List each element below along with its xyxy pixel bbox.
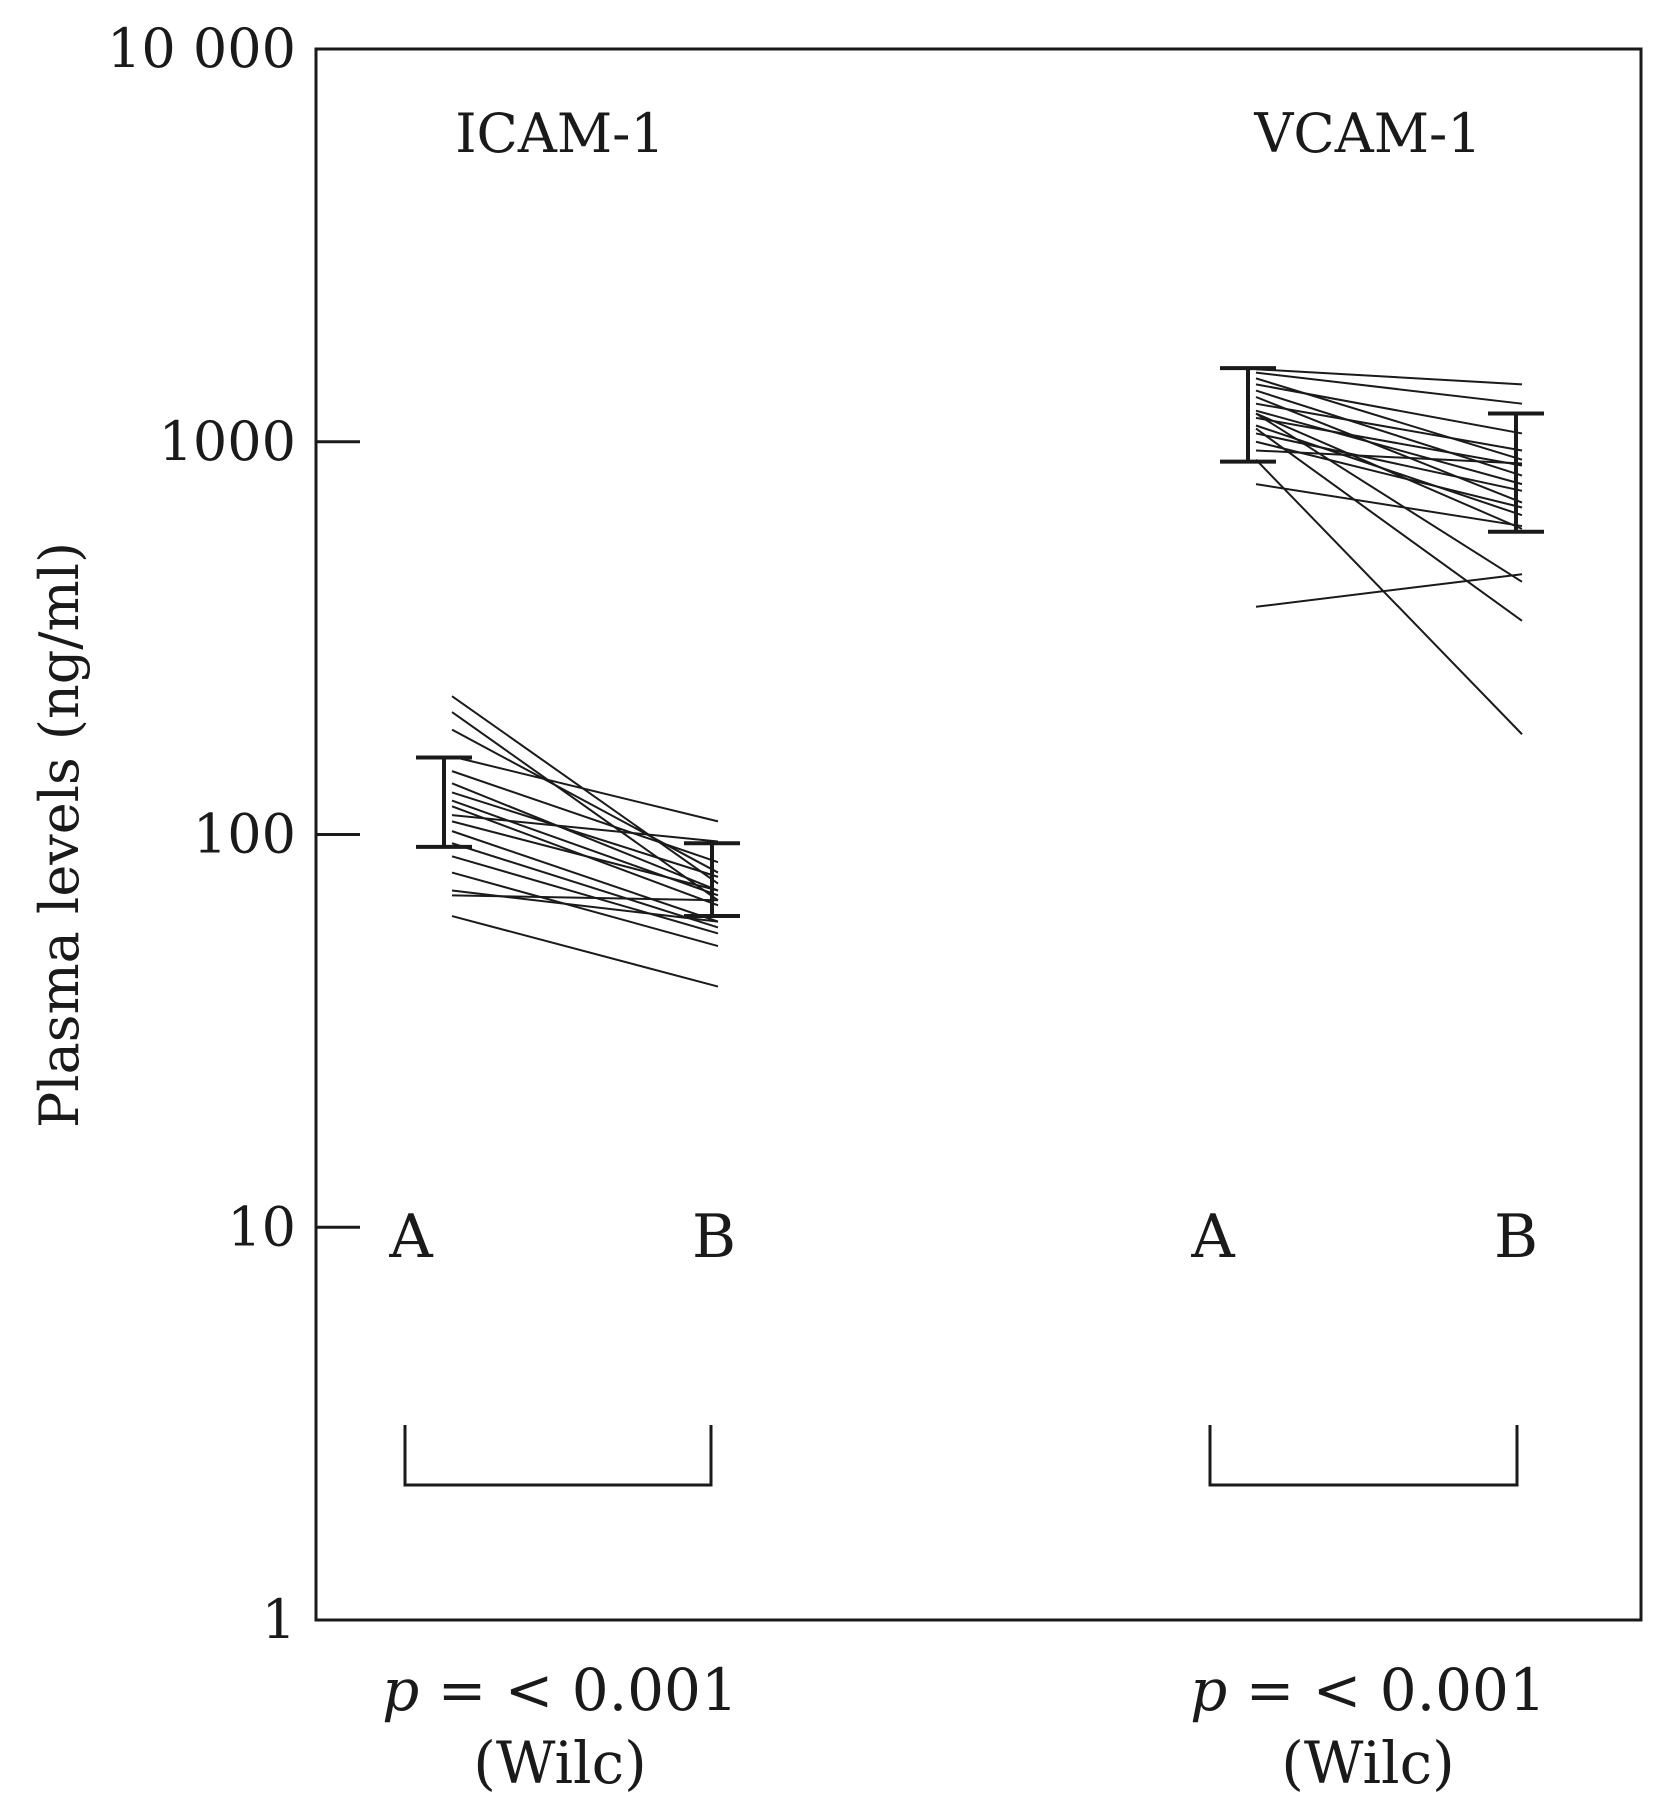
icam-subject-line <box>451 728 719 874</box>
icam-p-symbol: p <box>382 1656 419 1724</box>
icam-subject-line <box>451 814 719 843</box>
vcam-label-a: A <box>1190 1202 1235 1272</box>
vcam-subject-line <box>1255 432 1523 492</box>
icam-test-name: (Wilc) <box>473 1729 646 1797</box>
y-axis: 10 000 1000 100 10 1 <box>107 17 360 1651</box>
vcam-subject-line <box>1255 427 1523 622</box>
icam-label-a: A <box>388 1202 433 1272</box>
icam-subject-line <box>451 855 719 935</box>
icam-subject-line <box>451 711 719 902</box>
vcam-p-value: p = < 0.001 <box>1190 1656 1546 1724</box>
icam-p-value: p = < 0.001 <box>382 1656 738 1724</box>
vcam-subject-line <box>1255 573 1523 608</box>
icam-subject-line <box>451 791 719 878</box>
vcam-subject-line <box>1255 416 1523 467</box>
icam-group: ICAM-1 A Bp = < 0.001(Wilc) <box>382 102 740 1797</box>
vcam-subject-line <box>1255 402 1523 452</box>
vcam-p-rest: = < 0.001 <box>1227 1656 1546 1724</box>
icam-subject-line <box>451 842 719 929</box>
chart-frame <box>314 47 1643 1622</box>
icam-subject-line <box>451 770 719 864</box>
vcam-subject-line <box>1255 371 1523 405</box>
vcam-subject-line <box>1255 383 1523 435</box>
vcam-p-symbol: p <box>1190 1656 1227 1724</box>
icam-subject-line <box>451 894 719 902</box>
vcam-subject-line <box>1255 368 1523 386</box>
icam-subject-line <box>451 820 719 892</box>
icam-subject-line <box>451 915 719 988</box>
vcam-subject-line <box>1255 396 1523 504</box>
vcam-subject-line <box>1255 412 1523 583</box>
icam-subject-line <box>451 755 719 823</box>
vcam-subject-line <box>1255 409 1523 486</box>
y-tick-label: 1 <box>262 1588 296 1651</box>
vcam-subject-line <box>1255 449 1523 465</box>
plot-groups: ICAM-1A Bp = < 0.001(Wilc)VCAM-1A Bp = < 0… <box>382 102 1546 1797</box>
y-tick-label: 100 <box>193 803 296 866</box>
icam-label-b: B <box>692 1202 736 1272</box>
vcam-title: VCAM-1 <box>1253 102 1481 165</box>
y-tick-label: 10 <box>227 1195 296 1258</box>
icam-subject-line <box>451 830 719 923</box>
y-tick-label: 1000 <box>159 410 296 473</box>
icam-comparison-bracket <box>403 1425 713 1487</box>
vcam-test-name: (Wilc) <box>1281 1729 1454 1797</box>
vcam-subject-line <box>1255 483 1523 528</box>
vcam-group: VCAM-1 A Bp = < 0.001(Wilc) <box>1190 102 1546 1797</box>
vcam-comparison-bracket <box>1208 1425 1519 1487</box>
icam-subject-line <box>451 782 719 892</box>
y-tick-label: 10 000 <box>107 17 296 80</box>
vcam-label-b: B <box>1494 1202 1538 1272</box>
vcam-subject-line <box>1255 459 1523 735</box>
y-axis-label: Plasma levels (ng/ml) <box>28 542 91 1128</box>
icam-subject-line <box>451 871 719 948</box>
icam-title: ICAM-1 <box>455 102 665 165</box>
icam-p-rest: = < 0.001 <box>419 1656 738 1724</box>
